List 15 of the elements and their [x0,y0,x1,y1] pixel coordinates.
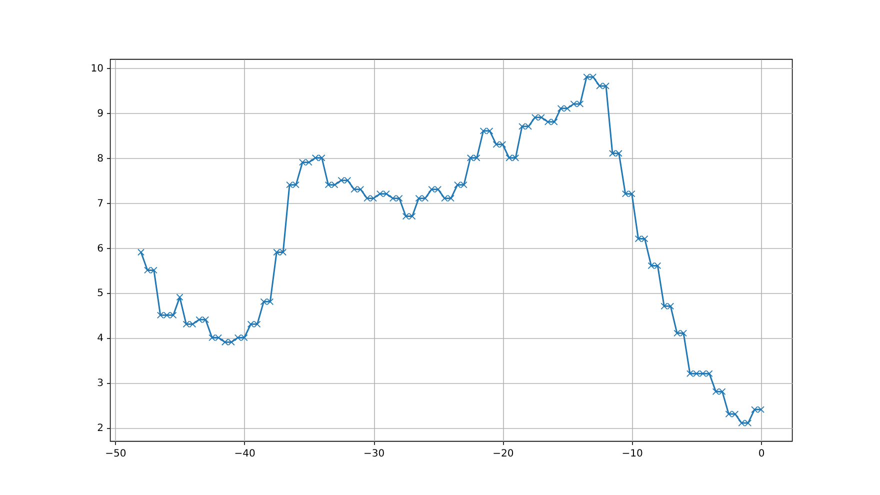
x-tick-label: −10 [622,448,643,460]
x-tick-label: −50 [105,448,126,460]
y-tick-label: 6 [97,243,104,254]
y-tick-label: 10 [90,63,104,74]
y-tick-label: 3 [97,378,104,390]
x-tick-label: −40 [234,448,256,460]
y-tick-label: 2 [97,423,104,434]
x-tick-label: −30 [363,448,385,460]
y-tick-label: 7 [97,198,104,210]
x-tick-label: 0 [758,448,765,460]
x-tick-label: −20 [492,448,514,460]
y-tick-label: 8 [97,153,104,164]
y-tick-label: 9 [97,108,104,120]
y-tick-label: 4 [97,333,104,344]
y-tick-label: 5 [97,288,104,300]
